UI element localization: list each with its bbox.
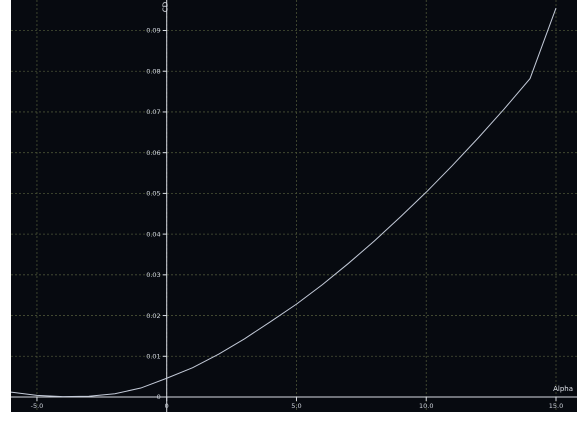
grid [11, 0, 577, 412]
y-axis-title: CD [162, 2, 170, 12]
x-tick-label: 10.0 [419, 402, 433, 410]
x-tick-label: 0 [165, 402, 169, 410]
y-tick-label: 0.09 [146, 27, 160, 35]
y-tick-label: 0.06 [146, 149, 160, 157]
cd-alpha-chart: -5.0 0 5.0 10.0 15.0 0 0.01 0.02 0.03 0.04 0.05 0.0… [11, 0, 577, 412]
plot-area: -5.0 0 5.0 10.0 15.0 0 0.01 0.02 0.03 0.04 0.05 0.0… [11, 0, 577, 412]
axes [11, 0, 577, 412]
x-axis-title: Alpha [553, 385, 573, 393]
y-tick-label: 0.04 [146, 230, 160, 238]
y-tick-label: 0.05 [146, 190, 160, 198]
x-tick-label: 5.0 [291, 402, 301, 410]
y-tick-label: 0 [157, 393, 161, 401]
y-tick-label: 0.07 [146, 108, 160, 116]
y-tick-label: 0.02 [146, 312, 160, 320]
y-tick-label: 0.03 [146, 271, 160, 279]
cd-series-line [11, 7, 557, 398]
tick-labels: -5.0 0 5.0 10.0 15.0 0 0.01 0.02 0.03 0.04 0.05 0.0… [31, 27, 564, 410]
x-tick-label: 15.0 [549, 402, 563, 410]
y-tick-label: 0.01 [146, 352, 160, 360]
series [11, 7, 557, 398]
x-tick-label: -5.0 [31, 402, 44, 410]
y-tick-label: 0.08 [146, 67, 160, 75]
